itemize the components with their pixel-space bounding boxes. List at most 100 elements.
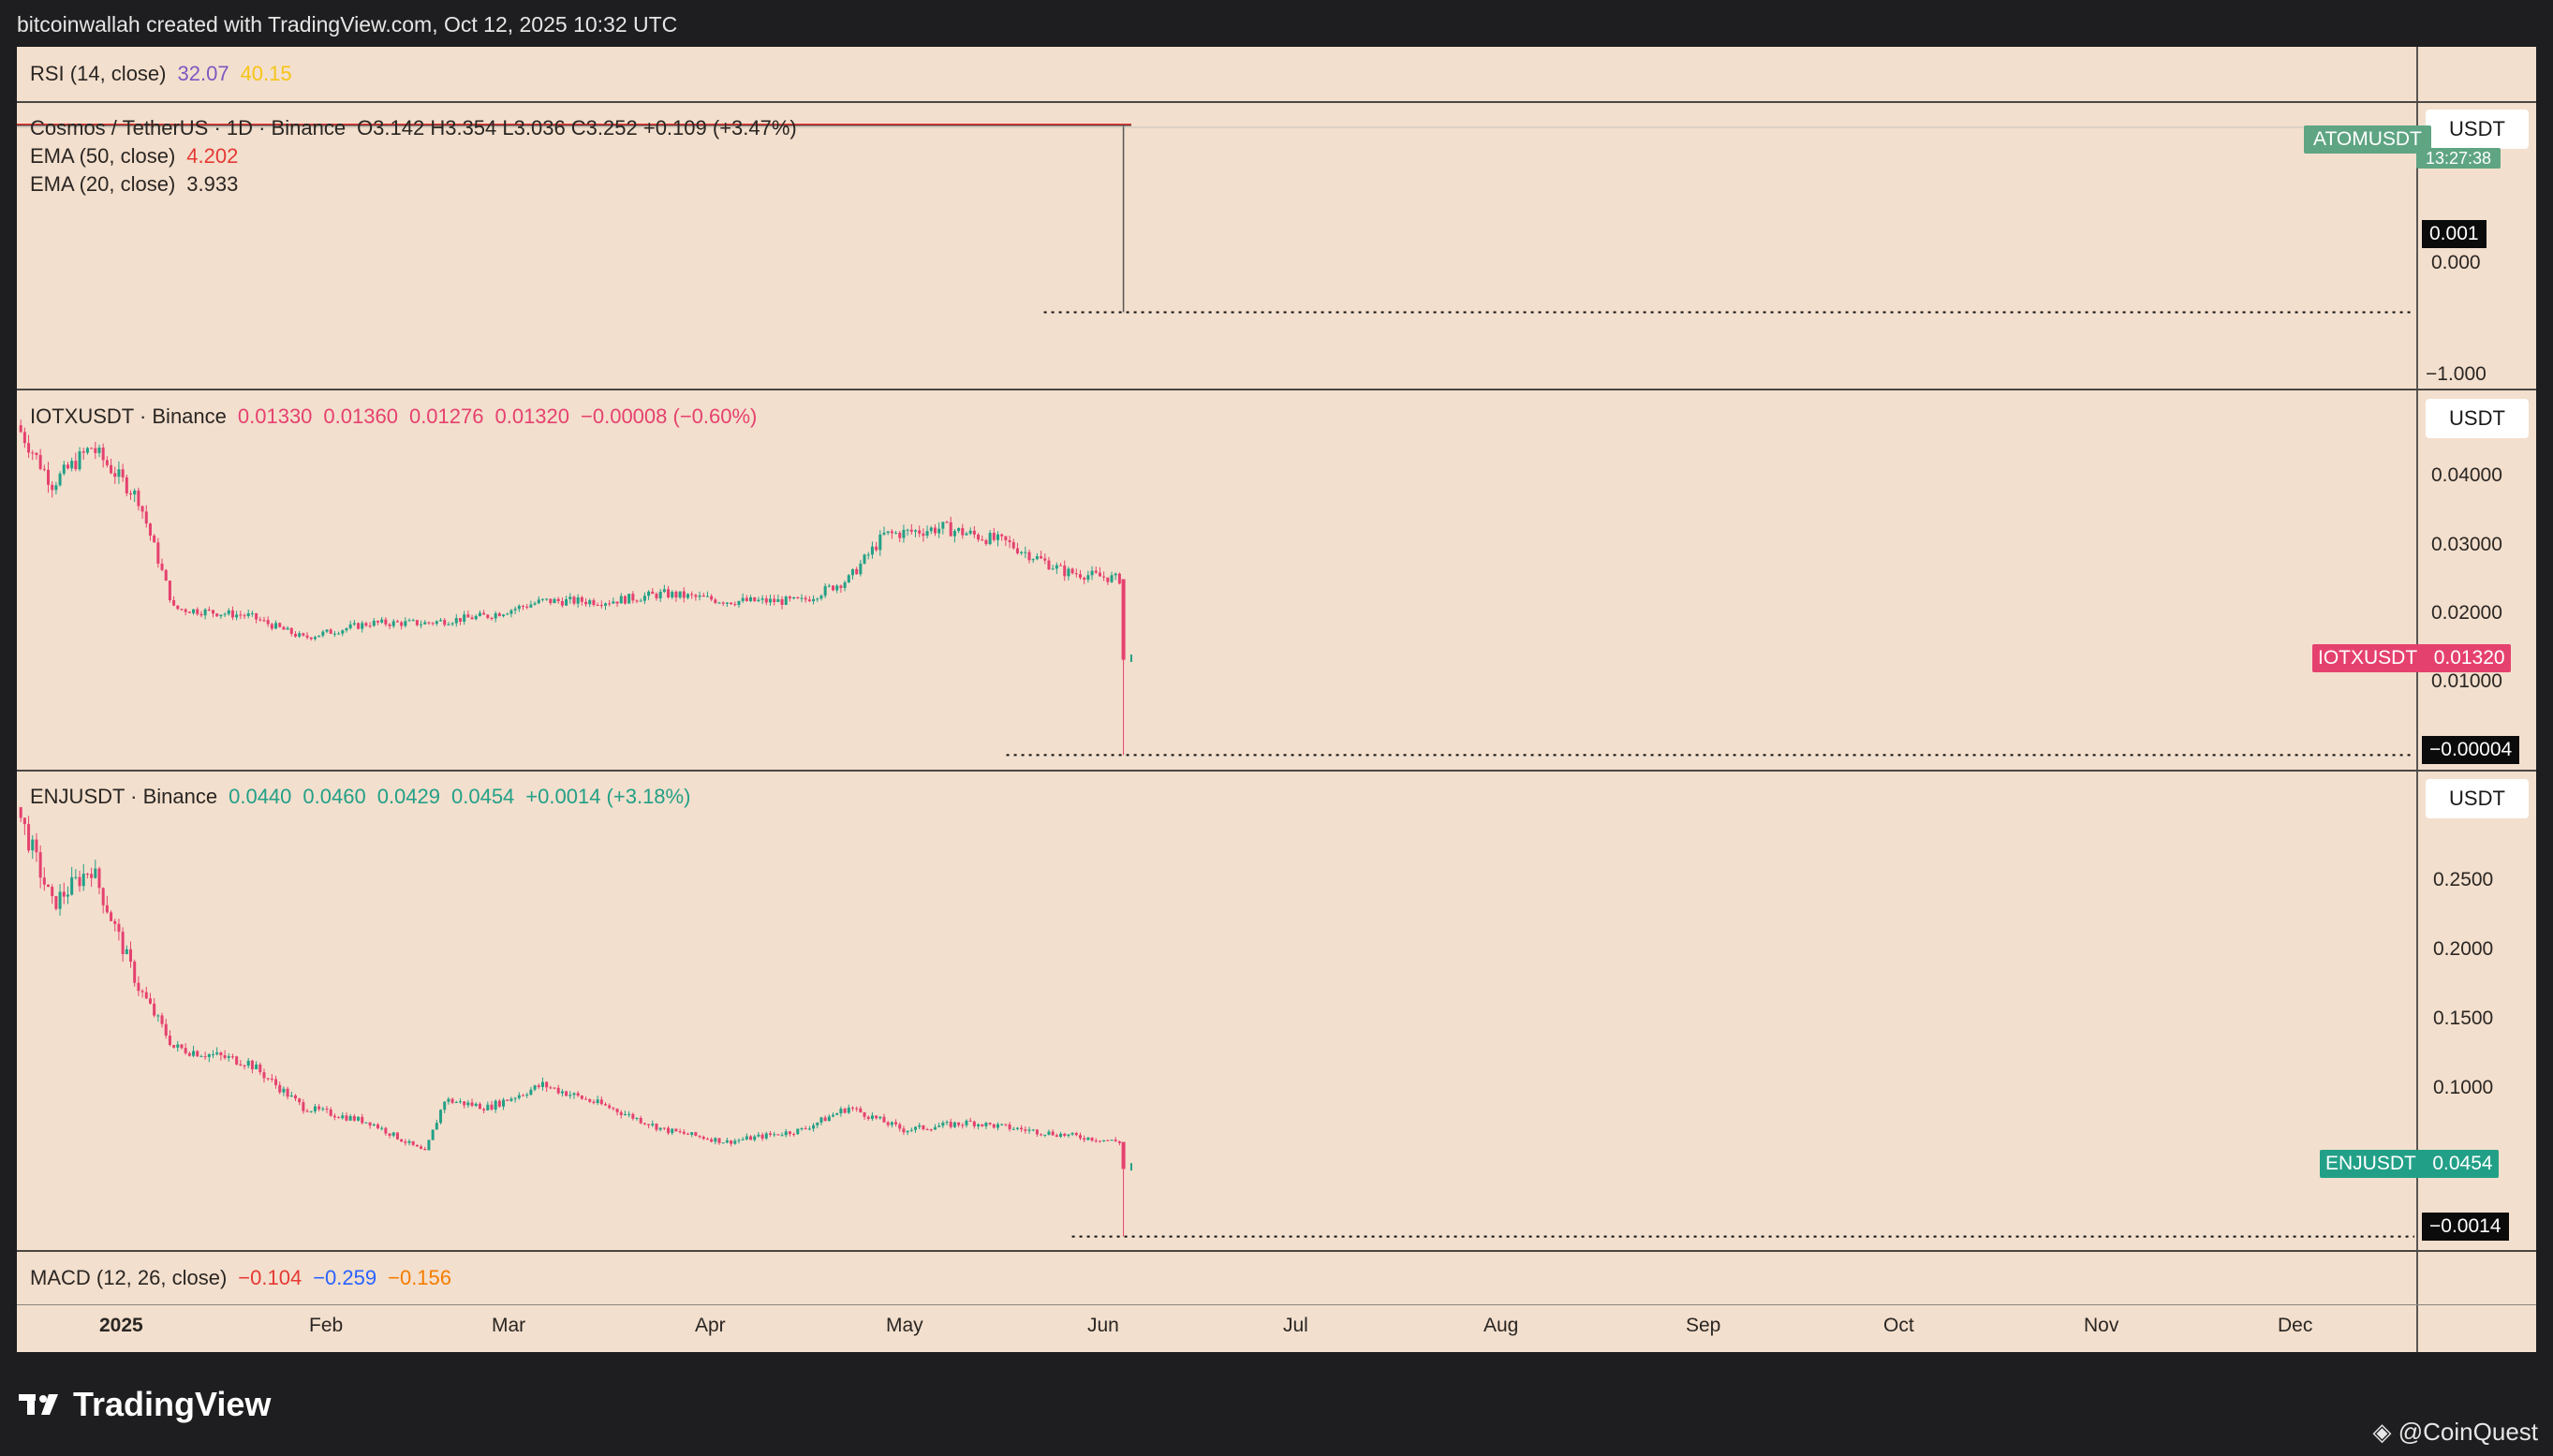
iotx-candle: [705, 596, 709, 597]
macd-legend[interactable]: MACD (12, 26, close) −0.104 −0.259 −0.156: [30, 1266, 463, 1290]
iotx-candle: [631, 594, 635, 601]
iotx-candle: [376, 621, 379, 623]
iotx-candle: [250, 612, 254, 614]
iotx-candle: [22, 432, 26, 444]
iotx-candle: [187, 611, 191, 613]
enj-candle: [545, 1081, 549, 1088]
enj-candle: [886, 1122, 890, 1125]
iotx-candle: [827, 585, 831, 587]
enj-candle: [51, 887, 54, 897]
enj-candle: [925, 1129, 929, 1131]
atom-price-tag: ATOMUSDT: [2304, 125, 2431, 154]
iotx-candle: [1011, 542, 1015, 549]
enj-candle: [721, 1142, 725, 1144]
iotx-candle: [144, 511, 148, 524]
iotx-candle: [855, 568, 859, 575]
iotx-tag-value: 0.01320: [2433, 647, 2505, 669]
iotx-candle: [553, 598, 556, 604]
iotx-candle: [647, 591, 651, 596]
enj-candle: [42, 877, 46, 885]
enj-candle: [293, 1095, 297, 1099]
tradingview-logo: TradingView: [19, 1385, 271, 1424]
iotx-unit-button[interactable]: USDT: [2426, 399, 2529, 438]
enj-candle: [553, 1087, 556, 1089]
enj-candle: [608, 1105, 612, 1109]
time-axis-label: 2025: [99, 1315, 143, 1336]
enj-unit-button[interactable]: USDT: [2426, 779, 2529, 818]
iotx-candle: [309, 637, 313, 640]
rsi-legend[interactable]: RSI (14, close) 32.07 40.15: [30, 62, 303, 86]
iotx-candle: [110, 464, 113, 474]
iotx-candle: [972, 530, 976, 535]
iotx-candle: [1086, 575, 1090, 581]
enj-candle: [215, 1052, 219, 1054]
iotx-candle: [19, 425, 22, 433]
iotx-candle: [1000, 534, 1004, 537]
iotx-candle: [494, 613, 497, 619]
ema50-legend[interactable]: EMA (50, close) 4.202: [30, 144, 249, 169]
iotx-candle: [870, 546, 874, 555]
chart-area[interactable]: RSI (14, close) 32.07 40.15 Cosmos / Tethe…: [17, 47, 2536, 1352]
ema50-label: EMA (50, close): [30, 144, 176, 168]
iotx-candle: [148, 523, 152, 536]
enj-candle: [780, 1135, 784, 1137]
enj-candle: [655, 1124, 658, 1130]
iotx-candle: [984, 539, 988, 545]
iotx-candle: [745, 597, 748, 601]
enj-candle: [439, 1110, 443, 1124]
iotx-candle: [898, 532, 902, 538]
iotx-candle: [807, 599, 811, 602]
iotx-candle: [286, 627, 289, 630]
ema20-legend[interactable]: EMA (20, close) 3.933: [30, 172, 249, 197]
enj-candle: [1117, 1141, 1121, 1143]
enj-candle: [246, 1060, 250, 1066]
enj-candle: [332, 1115, 336, 1118]
enj-candle: [807, 1128, 811, 1130]
atom-unit-button[interactable]: USDT: [2426, 110, 2529, 149]
atom-axis-tick: 0.000: [2431, 252, 2481, 273]
iotx-candle: [282, 626, 286, 630]
atom-axis-tick: −1.000: [2426, 363, 2487, 385]
enj-legend[interactable]: ENJUSDT · Binance 0.0440 0.0460 0.0429 0.045…: [30, 785, 701, 809]
macd-label: MACD (12, 26, close): [30, 1266, 228, 1289]
atom-pane-separator[interactable]: [17, 389, 2536, 390]
enj-candle: [941, 1123, 945, 1126]
iotx-candle: [227, 610, 230, 614]
iotx-candle: [658, 592, 662, 599]
iotx-candle: [730, 602, 733, 605]
enj-candle: [415, 1144, 419, 1147]
enj-pane-separator[interactable]: [17, 1250, 2536, 1252]
iotx-candle: [674, 592, 678, 598]
enj-dotted-tag: −0.0014: [2422, 1213, 2509, 1241]
enj-candle: [101, 888, 105, 905]
enj-change: +0.0014 (+3.18%): [525, 785, 691, 808]
enj-candle: [227, 1056, 230, 1058]
iotx-candle: [74, 461, 78, 470]
iotx-candle: [741, 597, 745, 601]
rsi-pane-separator[interactable]: [17, 101, 2536, 103]
enj-candle: [255, 1064, 258, 1070]
enj-candle: [992, 1124, 996, 1128]
iotx-candle: [568, 596, 572, 600]
enj-candle: [847, 1107, 850, 1113]
enj-candle: [565, 1091, 568, 1096]
iotx-price-tag: IOTXUSDT 0.01320: [2312, 644, 2511, 672]
iotx-candle: [348, 624, 352, 629]
atom-legend[interactable]: Cosmos / TetherUS · 1D · Binance O3.142 H…: [30, 116, 808, 140]
enj-candle: [38, 852, 42, 878]
enj-candle: [784, 1131, 788, 1136]
iotx-candle: [886, 531, 890, 534]
enj-candle: [839, 1109, 843, 1114]
iotx-legend[interactable]: IOTXUSDT · Binance 0.01330 0.01360 0.01276 0…: [30, 404, 768, 429]
iotx-candle: [800, 597, 804, 599]
enj-candle: [219, 1052, 223, 1055]
price-axis-separator: [2416, 47, 2418, 1352]
iotx-candle: [113, 473, 117, 478]
enj-high: 0.0460: [303, 785, 366, 808]
iotx-candle: [929, 527, 933, 532]
iotx-candle: [961, 527, 965, 536]
iotx-pane-separator[interactable]: [17, 770, 2536, 772]
iotx-candle: [332, 633, 336, 635]
iotx-candle: [361, 623, 364, 629]
enj-candle: [572, 1093, 576, 1096]
